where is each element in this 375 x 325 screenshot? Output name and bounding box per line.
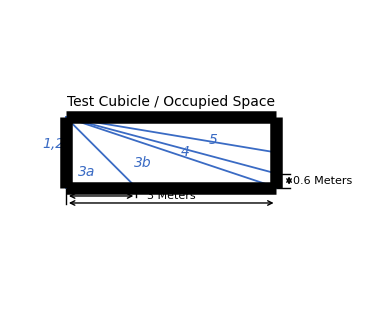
Text: 3b: 3b — [134, 156, 152, 170]
Text: 3a: 3a — [78, 165, 96, 179]
Text: 0.6 Meters: 0.6 Meters — [292, 176, 352, 186]
Text: 1,2: 1,2 — [42, 137, 64, 151]
Text: 5: 5 — [209, 133, 218, 147]
Text: 4: 4 — [181, 146, 190, 160]
Text: 1 Meter: 1 Meter — [80, 184, 123, 194]
Text: 3 Meters: 3 Meters — [147, 191, 195, 201]
Text: Test Cubicle / Occupied Space: Test Cubicle / Occupied Space — [67, 95, 275, 109]
